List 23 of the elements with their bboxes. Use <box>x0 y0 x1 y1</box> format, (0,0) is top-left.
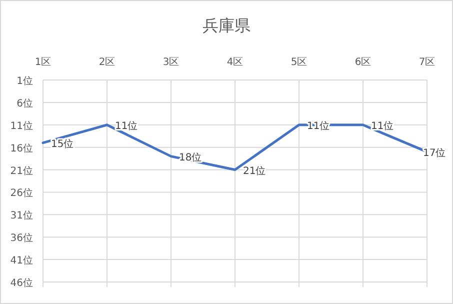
chart-title: 兵庫県 <box>202 16 250 35</box>
y-tick-label: 6位 <box>16 97 33 110</box>
y-tick-label: 41位 <box>10 254 33 267</box>
data-label: 15位 <box>51 138 74 150</box>
y-tick-label: 11位 <box>10 120 33 132</box>
x-tick-label: 2区 <box>98 57 116 68</box>
data-label: 11位 <box>115 120 138 132</box>
y-tick-label: 46位 <box>10 277 33 289</box>
x-tick-label: 1区 <box>34 57 52 68</box>
y-tick-label: 21位 <box>10 164 33 177</box>
y-tick-label: 16位 <box>10 142 33 154</box>
y-tick-label: 31位 <box>10 210 33 222</box>
x-tick-label: 5区 <box>290 57 308 68</box>
data-label: 11位 <box>371 120 394 132</box>
data-label: 17位 <box>423 146 446 159</box>
data-label: 21位 <box>243 164 266 177</box>
x-tick-label: 7区 <box>418 57 436 68</box>
y-tick-label: 36位 <box>10 232 33 244</box>
x-tick-label: 3区 <box>162 57 180 68</box>
y-tick-label: 1位 <box>16 75 33 87</box>
x-tick-label: 4区 <box>226 57 244 68</box>
x-tick-label: 6区 <box>354 57 372 68</box>
y-tick-label: 26位 <box>10 187 33 200</box>
